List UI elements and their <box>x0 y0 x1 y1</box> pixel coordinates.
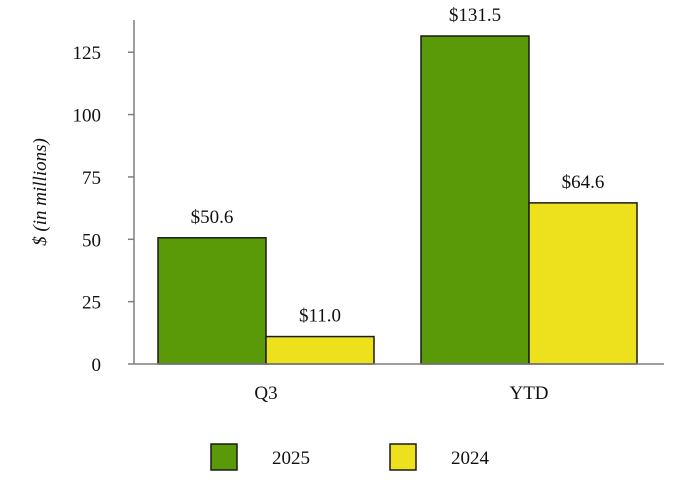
y-tick-label: 75 <box>82 168 101 189</box>
bar-2024-ytd <box>528 202 638 365</box>
legend-label-2024: 2024 <box>451 448 490 469</box>
y-axis-ticks: 0 25 50 75 100 125 <box>73 43 134 376</box>
data-labels: $50.6 $11.0 $131.5 $64.6 <box>191 5 605 327</box>
legend-swatch-2024 <box>389 443 417 471</box>
y-tick-label: 0 <box>92 355 102 376</box>
data-label-2025-ytd: $131.5 <box>449 5 501 26</box>
x-axis-labels: Q3 YTD <box>254 383 548 404</box>
legend-swatch-2025 <box>210 443 238 471</box>
bar-2024-q3 <box>265 335 375 365</box>
legend-label-2025: 2025 <box>272 448 310 469</box>
bars <box>157 35 638 365</box>
legend: 2025 2024 <box>210 443 490 471</box>
x-tick-label-ytd: YTD <box>509 383 548 404</box>
data-label-2024-q3: $11.0 <box>299 306 341 327</box>
bar-2025-ytd <box>420 35 530 365</box>
y-tick-label: 25 <box>82 293 101 314</box>
data-label-2024-ytd: $64.6 <box>562 172 605 193</box>
x-tick-label-q3: Q3 <box>254 383 277 404</box>
bar-2025-q3 <box>157 237 267 365</box>
y-axis-label: $ (in millions) <box>30 138 51 246</box>
y-tick-label: 50 <box>82 230 101 251</box>
data-label-2025-q3: $50.6 <box>191 207 234 228</box>
y-tick-label: 125 <box>73 43 102 64</box>
y-tick-label: 100 <box>73 106 102 127</box>
